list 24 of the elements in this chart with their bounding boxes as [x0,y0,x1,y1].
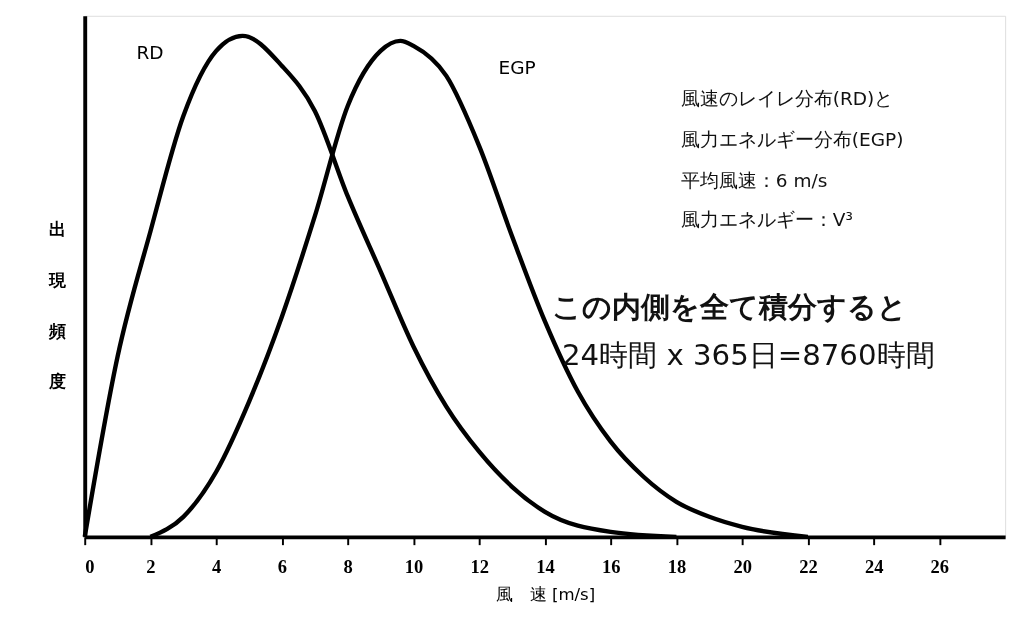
annotation: 風力エネルギー：V³ [680,209,853,231]
x-tick-label: 6 [277,557,288,578]
annotation: 風速のレイレ分布(RD)と [680,88,894,110]
x-tick-label: 8 [343,557,353,578]
x-tick-label: 4 [212,557,222,578]
annotation: 風力エネルギー分布(EGP) [680,129,904,151]
text: EGP [498,56,536,78]
x-axis-title: 風 速 [m/s] [495,584,596,604]
annotation: 平均風速：6 m/s [680,170,828,192]
x-tick-label: 14 [536,557,555,578]
x-tick-label: 10 [404,557,424,578]
annotation: 24時間 x 365日=8760時間 [561,338,935,373]
x-tick-label: 22 [799,557,818,578]
x-tick-label: 18 [667,557,687,578]
x-tick-label: 12 [470,557,489,578]
x-tick-label: 2 [146,557,156,578]
x-tick-label: 20 [733,557,752,578]
text: RD [136,42,164,64]
x-tick-label: 16 [601,557,621,578]
x-tick-label: 26 [930,557,950,578]
x-tick-label: 24 [864,557,884,578]
text: 出現頻度 [49,220,67,392]
annotation: この内側を全て積分すると [552,289,908,324]
x-tick-label: 0 [85,557,95,578]
